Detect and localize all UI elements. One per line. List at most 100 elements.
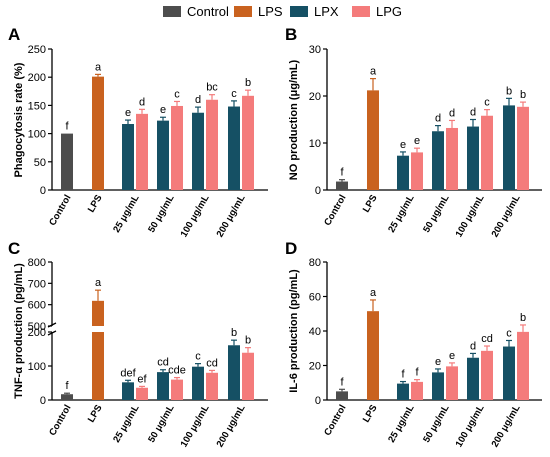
- legend-label-lps: LPS: [258, 4, 283, 19]
- bar-rect: [503, 105, 515, 190]
- significance-label: cd: [157, 357, 169, 369]
- bar-rect: [61, 133, 73, 190]
- bar-lpg: e: [446, 350, 458, 400]
- legend-label-control: Control: [187, 4, 229, 19]
- bar-lpg: cd: [481, 333, 493, 400]
- bar-lower-segment: [92, 332, 104, 400]
- bar-lps: a: [92, 277, 104, 400]
- bar-lpg: c: [171, 88, 183, 190]
- significance-label: c: [195, 351, 201, 363]
- significance-label: ef: [137, 373, 147, 385]
- significance-label: def: [120, 367, 136, 379]
- legend-label-lpx: LPX: [314, 4, 339, 19]
- bar-lpx: d: [467, 340, 479, 400]
- bar-lpg: d: [446, 107, 458, 190]
- x-tick-label: 50 μg/mL: [421, 403, 451, 445]
- bar-control: f: [61, 380, 73, 400]
- significance-label: a: [370, 287, 377, 299]
- y-tick-label: 0: [315, 395, 321, 407]
- x-tick-label: 100 μg/mL: [179, 193, 212, 239]
- bar-rect: [192, 366, 204, 400]
- y-tick-label: 50: [34, 157, 46, 169]
- y-tick-label: 30: [309, 44, 321, 56]
- y-axis-label: Phagocytosis rate (%): [13, 62, 25, 177]
- significance-label: c: [506, 327, 512, 339]
- bar-lpx: f: [397, 369, 409, 400]
- y-tick-label: 700: [28, 278, 46, 290]
- bar-lps: a: [92, 61, 104, 190]
- bar-lpx: d: [467, 107, 479, 190]
- bar-lpg: b: [242, 335, 254, 400]
- x-tick-label: 25 μg/mL: [111, 403, 141, 445]
- legend-swatch-lpx: [290, 6, 308, 17]
- x-tick-label: LPS: [86, 403, 105, 425]
- x-tick-label: 25 μg/mL: [111, 193, 141, 235]
- bar-control: f: [61, 121, 73, 190]
- bar-lpx: d: [432, 113, 444, 190]
- significance-label: d: [470, 107, 476, 119]
- bar-lpg: cd: [206, 357, 218, 400]
- y-axis-label: NO production (μg/mL): [288, 59, 300, 180]
- x-tick-label: 100 μg/mL: [454, 403, 487, 449]
- significance-label: e: [449, 350, 455, 362]
- bar-lpx: e: [397, 139, 409, 190]
- bar-lpx: cd: [157, 357, 169, 400]
- bar-lpg: f: [411, 367, 423, 400]
- bar-rect: [228, 106, 240, 190]
- significance-label: a: [95, 277, 102, 289]
- bar-rect: [397, 155, 409, 190]
- y-tick-label: 0: [40, 395, 46, 407]
- bar-rect: [367, 311, 379, 400]
- y-tick-label: 200: [28, 327, 46, 339]
- significance-label: cd: [206, 357, 218, 369]
- bar-rect: [481, 350, 493, 400]
- y-axis: 0 50 100 150 200 250: [28, 44, 53, 197]
- x-tick-label: 25 μg/mL: [386, 403, 416, 445]
- y-tick-label: 80: [309, 257, 321, 269]
- significance-label: b: [506, 85, 512, 97]
- significance-label: b: [245, 335, 251, 347]
- bar-rect: [503, 346, 515, 400]
- significance-label: d: [449, 107, 455, 119]
- x-tick-label: 100 μg/mL: [454, 193, 487, 239]
- bar-rect: [171, 379, 183, 400]
- bar-lpx: b: [228, 327, 240, 400]
- panel-letter: D: [285, 239, 297, 258]
- significance-label: f: [401, 369, 405, 381]
- bar-rect: [122, 124, 134, 190]
- y-tick-label: 100: [28, 361, 46, 373]
- significance-label: cde: [168, 365, 186, 377]
- y-axis-label: IL-6 production (pg/mL): [288, 269, 300, 393]
- bar-lpg: b: [517, 312, 529, 400]
- x-tick-label: Control: [322, 193, 348, 228]
- y-axis-label: TNF-α production (pg/mL): [13, 263, 25, 399]
- x-tick-label: LPS: [361, 193, 380, 215]
- significance-label: cd: [481, 333, 493, 345]
- bar-rect: [206, 99, 218, 190]
- bar-lpg: bc: [206, 82, 218, 190]
- x-tick-label: Control: [47, 403, 73, 438]
- bar-rect: [517, 331, 529, 400]
- significance-label: a: [370, 66, 377, 78]
- legend-swatch-lps: [234, 6, 252, 17]
- y-tick-label: 60: [309, 292, 321, 304]
- bar-lpg: b: [242, 77, 254, 190]
- bar-rect: [432, 372, 444, 400]
- significance-label: b: [245, 77, 251, 89]
- significance-label: e: [435, 356, 441, 368]
- bar-rect: [467, 357, 479, 400]
- significance-label: b: [231, 327, 237, 339]
- significance-label: c: [231, 88, 237, 100]
- bar-lpg: c: [481, 97, 493, 190]
- bar-rect: [411, 152, 423, 190]
- bar-lpx: def: [120, 367, 137, 400]
- x-tick-label: 200 μg/mL: [490, 403, 523, 449]
- axis-break-mark: [47, 330, 57, 336]
- significance-label: f: [340, 167, 344, 179]
- x-tick-label: LPS: [361, 403, 380, 425]
- x-tick-label: 100 μg/mL: [179, 403, 212, 449]
